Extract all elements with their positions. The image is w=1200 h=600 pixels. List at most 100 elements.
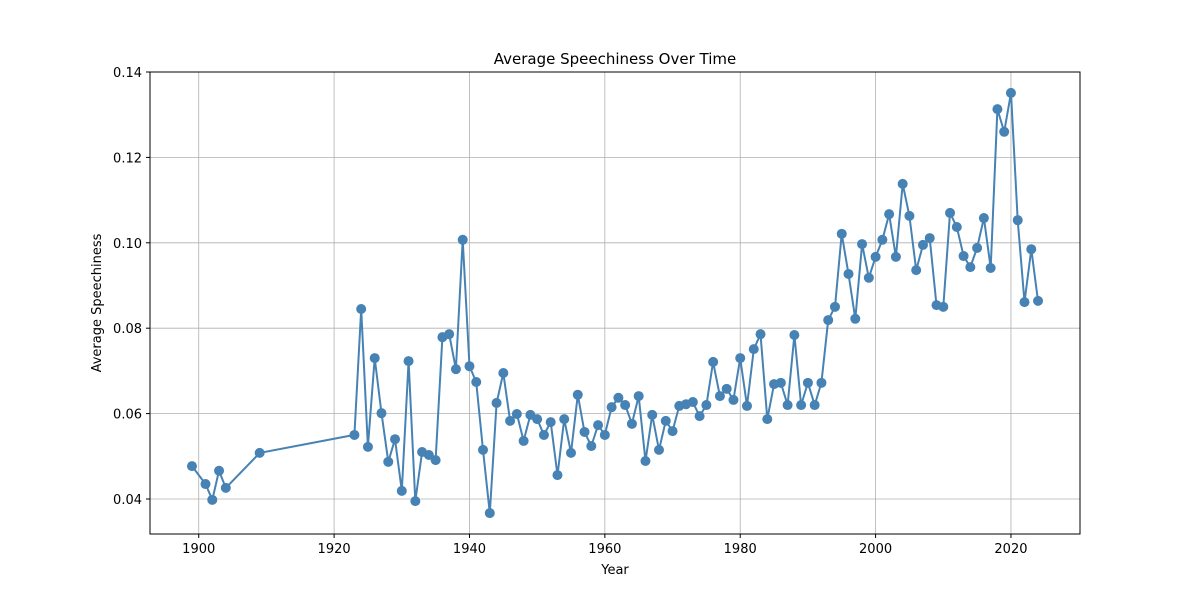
data-point xyxy=(728,394,739,405)
data-point xyxy=(789,330,800,341)
data-point xyxy=(1033,295,1044,306)
data-point xyxy=(755,329,766,340)
data-point xyxy=(667,426,678,437)
data-point xyxy=(423,450,434,461)
data-point xyxy=(965,262,976,273)
data-point xyxy=(653,444,664,455)
data-point xyxy=(741,400,752,411)
data-point xyxy=(633,391,644,402)
data-point xyxy=(775,377,786,388)
data-point xyxy=(823,315,834,326)
data-point xyxy=(829,301,840,312)
chart-title: Average Speechiness Over Time xyxy=(494,50,736,68)
x-axis-label: Year xyxy=(600,563,629,578)
y-axis-label: Average Speechiness xyxy=(90,233,105,372)
data-point xyxy=(572,389,583,400)
data-point xyxy=(444,329,455,340)
data-point xyxy=(362,441,373,452)
data-point xyxy=(951,221,962,232)
data-point xyxy=(816,377,827,388)
data-point xyxy=(369,353,380,364)
data-point xyxy=(958,251,969,262)
data-point xyxy=(471,376,482,387)
data-point xyxy=(593,420,604,431)
data-point xyxy=(1019,297,1030,308)
data-point xyxy=(687,397,698,408)
data-point xyxy=(532,414,543,425)
data-point xyxy=(802,377,813,388)
data-point xyxy=(620,400,631,411)
data-point xyxy=(376,408,387,419)
data-point xyxy=(735,353,746,364)
x-tick-label: 1980 xyxy=(724,542,757,557)
data-point xyxy=(484,508,495,519)
data-point xyxy=(450,364,461,375)
data-point xyxy=(809,400,820,411)
data-point xyxy=(356,303,367,314)
data-point xyxy=(390,434,401,445)
data-point xyxy=(796,400,807,411)
data-point xyxy=(518,435,529,446)
data-point xyxy=(1005,87,1016,98)
data-point xyxy=(836,228,847,239)
data-point xyxy=(924,233,935,244)
data-point xyxy=(491,397,502,408)
data-point xyxy=(721,383,732,394)
data-point xyxy=(877,234,888,245)
data-point xyxy=(708,356,719,367)
data-point xyxy=(999,126,1010,137)
data-point xyxy=(938,301,949,312)
data-point xyxy=(599,429,610,440)
data-point xyxy=(917,239,928,250)
data-point xyxy=(897,178,908,189)
data-point xyxy=(613,392,624,403)
x-tick-label: 1960 xyxy=(588,542,621,557)
data-point xyxy=(186,461,197,472)
data-point xyxy=(207,494,218,505)
data-point xyxy=(538,429,549,440)
data-point xyxy=(992,104,1003,115)
data-point xyxy=(904,210,915,221)
data-point xyxy=(464,361,475,372)
data-point xyxy=(220,482,231,493)
data-point xyxy=(647,409,658,420)
data-point xyxy=(1026,244,1037,255)
data-point xyxy=(383,456,394,467)
data-point xyxy=(478,444,489,455)
x-tick-label: 1940 xyxy=(453,542,486,557)
data-point xyxy=(870,251,881,262)
y-tick-label: 0.12 xyxy=(113,151,142,166)
data-point xyxy=(457,234,468,245)
data-point xyxy=(626,418,637,429)
data-point xyxy=(396,485,407,496)
data-point xyxy=(972,242,983,253)
data-point xyxy=(606,402,617,413)
ticks: 1900 1920 1940 1960 1980 2000 2020 0.04 0.06 0.08… xyxy=(113,66,1027,557)
data-point xyxy=(640,455,651,466)
y-tick-label: 0.10 xyxy=(113,237,142,252)
data-point xyxy=(850,313,861,324)
data-point xyxy=(884,209,895,220)
data-point xyxy=(911,265,922,276)
series-speechiness xyxy=(186,87,1044,519)
data-point xyxy=(505,415,516,426)
y-tick-label: 0.14 xyxy=(113,66,142,81)
data-point xyxy=(511,409,522,420)
data-point xyxy=(857,239,868,250)
data-point xyxy=(586,441,597,452)
x-tick-label: 2020 xyxy=(994,542,1027,557)
data-point xyxy=(701,400,712,411)
data-point xyxy=(660,415,671,426)
data-point xyxy=(782,400,793,411)
data-point xyxy=(349,429,360,440)
x-tick-label: 2000 xyxy=(859,542,892,557)
data-point xyxy=(863,272,874,283)
data-point xyxy=(214,465,225,476)
data-point xyxy=(410,496,421,507)
y-tick-label: 0.08 xyxy=(113,322,142,337)
data-point xyxy=(545,417,556,428)
data-point xyxy=(254,447,265,458)
data-point xyxy=(498,368,509,379)
